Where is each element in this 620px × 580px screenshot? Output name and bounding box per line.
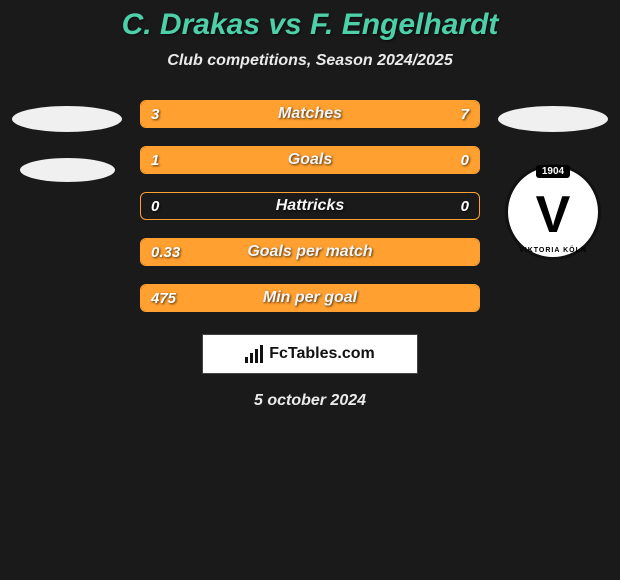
stat-bar: 475Min per goal [140,284,480,312]
crest-year: 1904 [536,165,570,178]
stat-label: Matches [141,105,479,123]
stat-label: Goals per match [141,243,479,261]
page-title: C. Drakas vs F. Engelhardt [0,8,620,42]
stat-label: Goals [141,151,479,169]
stat-bar: 37Matches [140,100,480,128]
left-player-col [12,100,122,182]
stat-bars: 37Matches 10Goals 00Hattricks 0.33Goals per… [140,100,480,312]
stat-label: Min per goal [141,289,479,307]
crest-letter: V [536,195,571,237]
right-player-col: 1904 V VIKTORIA KÖLN [498,100,608,260]
left-player-ellipse-1 [12,106,122,132]
crest-ring-text: VIKTORIA KÖLN [519,247,587,254]
chart-icon [245,345,263,363]
left-player-ellipse-2 [20,158,115,182]
comparison-row: 37Matches 10Goals 00Hattricks 0.33Goals per… [0,100,620,312]
brand-badge: FcTables.com [202,334,418,374]
club-crest: 1904 V VIKTORIA KÖLN [505,164,601,260]
right-player-ellipse [498,106,608,132]
brand-text: FcTables.com [269,345,375,363]
stat-bar: 10Goals [140,146,480,174]
stat-label: Hattricks [141,197,479,215]
subtitle: Club competitions, Season 2024/2025 [0,52,620,70]
date-line: 5 october 2024 [0,392,620,410]
stat-bar: 00Hattricks [140,192,480,220]
stat-bar: 0.33Goals per match [140,238,480,266]
